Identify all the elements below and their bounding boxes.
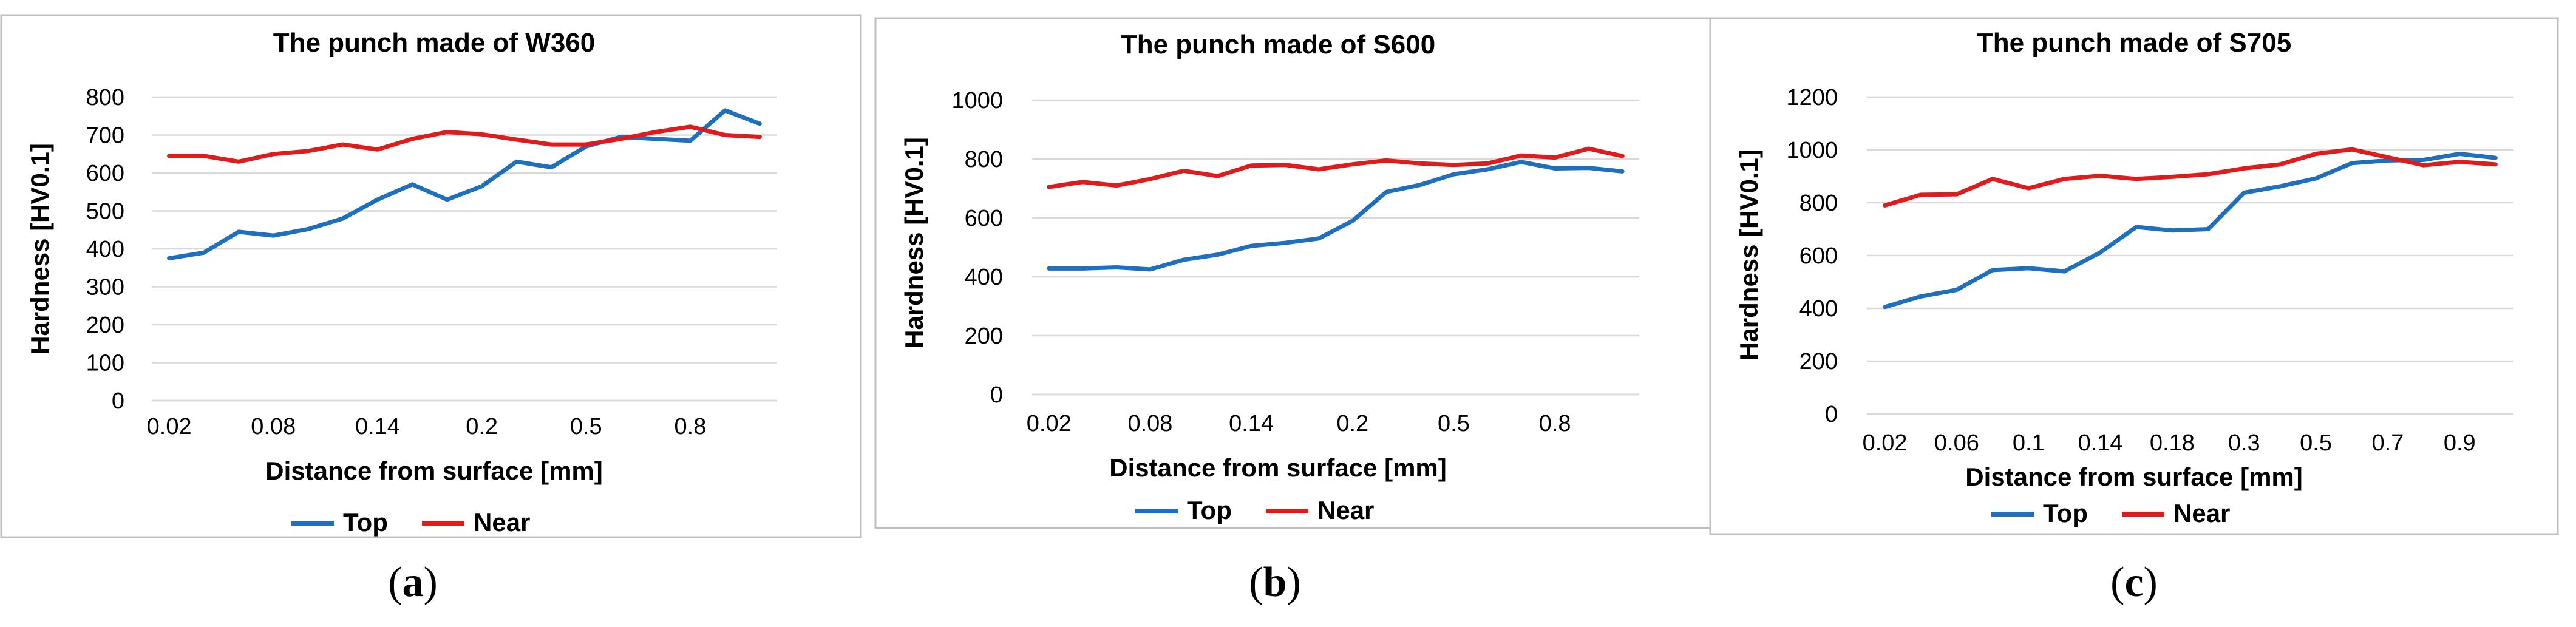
legend-label-near: Near xyxy=(474,508,530,537)
legend-label-top: Top xyxy=(2043,499,2088,527)
y-tick-label: 500 xyxy=(86,199,124,225)
series-line-top xyxy=(1047,160,1625,272)
chart-title: The punch made of S705 xyxy=(1977,28,2291,58)
x-tick-label: 0.1 xyxy=(2013,430,2045,456)
x-tick-label: 0.7 xyxy=(2372,430,2404,456)
y-tick-label: 200 xyxy=(1799,349,1838,375)
x-tick-label: 0.5 xyxy=(1438,411,1470,436)
chart-frame xyxy=(1709,17,2559,535)
x-tick-label: 0.08 xyxy=(1127,411,1172,436)
x-tick-label: 0.5 xyxy=(570,414,602,439)
legend: Top Near xyxy=(1991,499,2230,527)
x-tick-label: 0.2 xyxy=(1336,411,1368,436)
series-line-near xyxy=(1883,147,2498,208)
y-tick-label: 800 xyxy=(1799,191,1838,216)
y-tick-label: 300 xyxy=(86,275,124,300)
y-tick-label: 700 xyxy=(86,123,124,149)
y-axis-label: Hardness [HV0.1] xyxy=(25,143,54,354)
y-tick-label: 100 xyxy=(86,351,124,376)
legend: Top Near xyxy=(291,508,530,537)
y-tick-label: 200 xyxy=(86,313,124,338)
chart-panel-b: The punch made of S600 0 200 400 600 800 1000 0… xyxy=(874,17,1712,529)
caption-a: (a) xyxy=(388,559,438,606)
chart-title: The punch made of W360 xyxy=(273,28,596,58)
y-tick-label: 600 xyxy=(86,161,124,186)
chart-panel-c: The punch made of S705 0 200 400 600 800 1000 1… xyxy=(1709,17,2559,535)
x-tick-label: 0.8 xyxy=(675,414,707,439)
x-axis-label: Distance from surface [mm] xyxy=(1109,453,1447,482)
y-tick-label: 0 xyxy=(112,388,124,414)
legend: Top Near xyxy=(1135,496,1374,524)
y-tick-label: 0 xyxy=(1825,402,1838,427)
x-tick-label: 0.02 xyxy=(147,414,192,439)
x-tick-label: 0.02 xyxy=(1027,411,1072,436)
chart-frame xyxy=(0,14,862,538)
x-tick-label: 0.9 xyxy=(2444,430,2476,456)
y-axis-label: Hardness [HV0.1] xyxy=(900,137,928,348)
x-axis-label: Distance from surface [mm] xyxy=(1965,463,2303,491)
series-line-top xyxy=(167,108,762,261)
x-tick-label: 0.18 xyxy=(2150,430,2195,456)
y-tick-label: 400 xyxy=(1799,296,1838,322)
x-tick-label: 0.02 xyxy=(1863,430,1908,456)
y-tick-label: 1200 xyxy=(1786,85,1838,110)
x-tick-label: 0.06 xyxy=(1934,430,1979,456)
y-tick-label: 600 xyxy=(965,206,1003,231)
caption-c: (c) xyxy=(2110,559,2158,606)
x-tick-label: 0.14 xyxy=(1229,411,1274,436)
y-tick-label: 600 xyxy=(1799,243,1838,269)
x-axis-label: Distance from surface [mm] xyxy=(265,456,603,485)
legend-label-near: Near xyxy=(2173,499,2230,527)
x-tick-label: 0.14 xyxy=(2078,430,2123,456)
x-tick-label: 0.3 xyxy=(2228,430,2260,456)
y-axis-label: Hardness [HV0.1] xyxy=(1735,149,1763,361)
chart-title: The punch made of S600 xyxy=(1121,30,1435,59)
y-tick-label: 800 xyxy=(965,147,1003,172)
x-tick-label: 0.08 xyxy=(251,414,296,439)
y-tick-label: 1000 xyxy=(1786,138,1838,163)
x-tick-label: 0.5 xyxy=(2300,430,2332,456)
y-tick-label: 0 xyxy=(990,382,1003,408)
x-tick-label: 0.2 xyxy=(466,414,498,439)
y-tick-label: 200 xyxy=(965,324,1003,349)
chart-panel-a: The punch made of W360 0 100 200 300 400 500 60… xyxy=(0,14,862,538)
x-tick-label: 0.14 xyxy=(355,414,400,439)
y-tick-label: 1000 xyxy=(951,88,1003,114)
chart-frame xyxy=(874,17,1712,529)
x-tick-label: 0.8 xyxy=(1539,411,1571,436)
y-tick-label: 800 xyxy=(86,85,124,110)
legend-label-top: Top xyxy=(1187,496,1232,524)
y-tick-label: 400 xyxy=(86,237,124,262)
y-tick-label: 400 xyxy=(965,265,1003,290)
legend-label-top: Top xyxy=(343,508,388,537)
legend-label-near: Near xyxy=(1317,496,1374,524)
series-line-near xyxy=(1047,146,1625,189)
caption-b: (b) xyxy=(1249,559,1301,606)
series-line-near xyxy=(167,124,762,164)
